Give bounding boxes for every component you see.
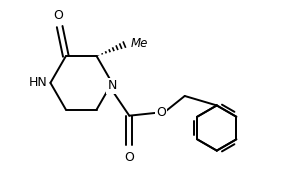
Text: O: O — [53, 9, 63, 22]
Text: HN: HN — [28, 76, 47, 89]
Text: O: O — [124, 151, 134, 164]
Text: Me: Me — [130, 36, 148, 49]
Text: N: N — [107, 79, 117, 92]
Text: O: O — [156, 106, 166, 119]
